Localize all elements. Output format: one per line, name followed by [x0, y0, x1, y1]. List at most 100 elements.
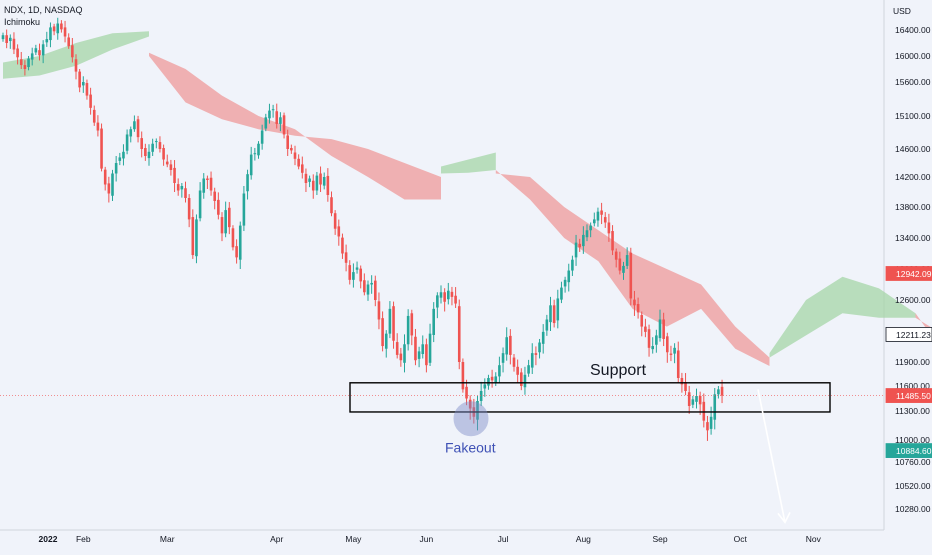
candle-body [137, 119, 140, 137]
candle-body [582, 235, 585, 246]
candle-body [571, 260, 574, 271]
candle-body [250, 155, 253, 176]
fakeout-label: Fakeout [445, 440, 496, 456]
candle-body [319, 174, 322, 185]
candle-body [108, 183, 111, 193]
candle-body [275, 111, 278, 124]
candle-body [239, 226, 242, 260]
candle-body [210, 178, 213, 191]
candle-body [13, 39, 16, 50]
ichimoku-cloud-4 [770, 277, 916, 358]
candle-body [586, 230, 589, 237]
candle-body [615, 252, 618, 260]
candle-body [78, 72, 81, 88]
candle-body [589, 226, 592, 231]
candle-body [370, 283, 373, 285]
price-label: 11485.50 [896, 391, 931, 401]
candle-body [487, 378, 490, 386]
x-tick-label: Mar [160, 534, 175, 544]
candle-body [213, 192, 216, 201]
y-tick-label: 14600.00 [895, 144, 931, 154]
candle-body [400, 354, 403, 361]
candle-body [305, 174, 308, 183]
candle-body [67, 37, 70, 46]
candle-body [119, 157, 122, 161]
candle-body [699, 396, 702, 404]
ichimoku-cloud-2 [441, 153, 496, 174]
candle-body [155, 141, 158, 142]
y-tick-label: 13400.00 [895, 233, 931, 243]
candle-body [86, 83, 89, 96]
candle-body [465, 387, 468, 399]
candle-body [53, 26, 56, 31]
candle-body [228, 208, 231, 227]
candle-body [648, 329, 651, 348]
candle-body [224, 210, 227, 233]
candle-body [327, 176, 330, 195]
candle-body [75, 59, 78, 71]
candle-body [695, 396, 698, 402]
candle-body [42, 44, 45, 55]
candle-body [381, 318, 384, 346]
candle-body [454, 296, 457, 304]
candle-body [129, 129, 132, 136]
candle-body [480, 391, 483, 401]
candle-body [162, 148, 165, 159]
y-tick-label: 15100.00 [895, 111, 931, 121]
candle-body [31, 53, 34, 59]
candle-body [659, 319, 662, 338]
candle-body [703, 402, 706, 421]
candle-body [535, 353, 538, 355]
candle-body [352, 272, 355, 280]
candle-body [447, 291, 450, 300]
x-tick-label: Feb [76, 534, 91, 544]
candle-body [524, 375, 527, 387]
candle-body [425, 344, 428, 365]
candle-body [356, 267, 359, 269]
candle-body [184, 188, 187, 198]
candle-body [217, 200, 220, 215]
chart-symbol-title: NDX, 1D, NASDAQ [4, 5, 83, 15]
candle-body [600, 210, 603, 214]
candle-body [133, 121, 136, 129]
y-tick-label: 16400.00 [895, 25, 931, 35]
candle-body [188, 198, 191, 219]
candle-body [484, 384, 487, 388]
candle-body [330, 197, 333, 213]
candle-body [414, 337, 417, 360]
candle-body [159, 142, 162, 149]
candle-body [334, 213, 337, 229]
y-tick-label: 15600.00 [895, 77, 931, 87]
price-label: 12942.09 [896, 269, 932, 279]
candle-body [243, 194, 246, 226]
candle-body [9, 38, 12, 41]
candle-body [24, 65, 27, 69]
ichimoku-cloud-1 [149, 53, 441, 200]
candle-body [64, 27, 67, 36]
candle-body [173, 168, 176, 183]
x-tick-label: Oct [734, 534, 748, 544]
candle-body [626, 255, 629, 266]
candle-body [294, 153, 297, 159]
candle-body [692, 399, 695, 404]
candle-body [89, 95, 92, 108]
candle-body [144, 148, 147, 156]
candle-body [268, 111, 271, 119]
candle-body [93, 110, 96, 123]
candle-body [323, 177, 326, 186]
candle-body [721, 387, 724, 396]
candle-body [491, 377, 494, 381]
candle-body [46, 39, 49, 42]
candle-body [451, 292, 454, 297]
x-tick-label: Sep [652, 534, 667, 544]
candle-body [418, 351, 421, 359]
candle-body [363, 280, 366, 292]
candle-body [560, 288, 563, 300]
candle-body [60, 24, 63, 30]
x-tick-label: Jul [498, 534, 509, 544]
y-tick-label: 10520.00 [895, 481, 931, 491]
candle-body [567, 271, 570, 283]
price-label: 10884.60 [896, 446, 932, 456]
